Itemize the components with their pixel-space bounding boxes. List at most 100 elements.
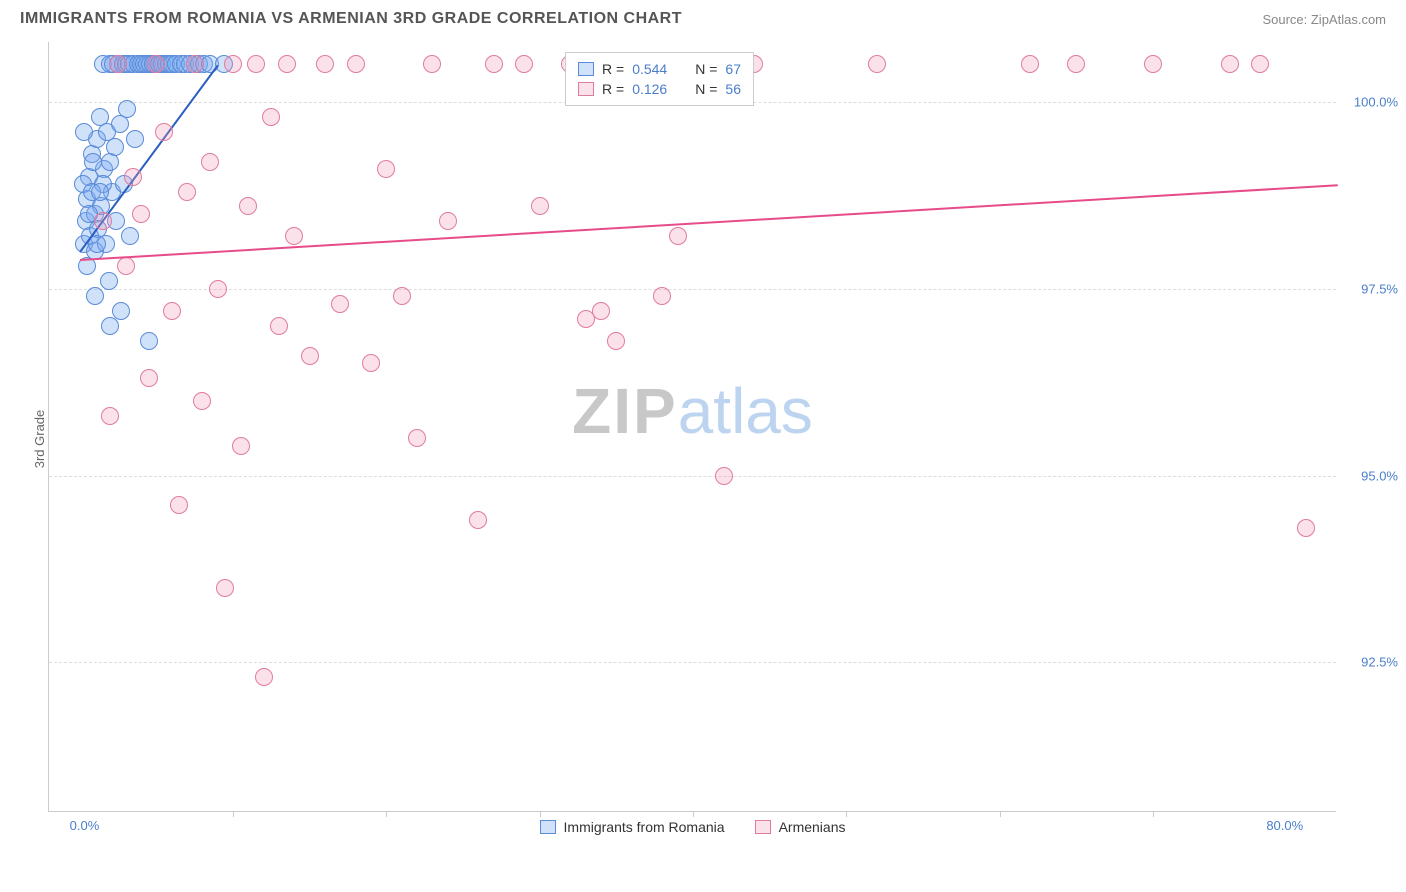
stat-n-value: 67 — [725, 61, 741, 77]
plot-outer: 3rd Grade ZIPatlas 92.5%95.0%97.5%100.0%… — [48, 42, 1388, 836]
data-point — [232, 437, 250, 455]
data-point — [868, 55, 886, 73]
trendline — [80, 184, 1337, 261]
header: IMMIGRANTS FROM ROMANIA VS ARMENIAN 3RD … — [0, 0, 1406, 33]
y-tick-label: 97.5% — [1361, 281, 1398, 296]
data-point — [91, 183, 109, 201]
legend-label: Armenians — [779, 819, 846, 835]
data-point — [485, 55, 503, 73]
data-point — [592, 302, 610, 320]
data-point — [653, 287, 671, 305]
x-tick-mark — [540, 811, 541, 817]
legend-swatch — [578, 82, 594, 96]
stat-r-label: R = — [602, 81, 624, 97]
y-tick-label: 95.0% — [1361, 468, 1398, 483]
data-point — [163, 302, 181, 320]
data-point — [126, 130, 144, 148]
data-point — [186, 55, 204, 73]
data-point — [101, 317, 119, 335]
data-point — [408, 429, 426, 447]
y-axis-label: 3rd Grade — [32, 410, 47, 469]
data-point — [362, 354, 380, 372]
watermark: ZIPatlas — [572, 374, 813, 448]
stat-n-value: 56 — [725, 81, 741, 97]
data-point — [121, 227, 139, 245]
x-tick-mark — [1000, 811, 1001, 817]
data-point — [531, 197, 549, 215]
data-point — [278, 55, 296, 73]
x-tick-label: 0.0% — [70, 818, 100, 833]
x-tick-label: 80.0% — [1266, 818, 1303, 833]
legend-label: Immigrants from Romania — [564, 819, 725, 835]
stat-n-label: N = — [695, 61, 717, 77]
data-point — [439, 212, 457, 230]
data-point — [247, 55, 265, 73]
data-point — [209, 280, 227, 298]
watermark-atlas: atlas — [678, 375, 813, 447]
x-tick-mark — [386, 811, 387, 817]
data-point — [515, 55, 533, 73]
data-point — [109, 55, 127, 73]
data-point — [393, 287, 411, 305]
stat-r-value: 0.126 — [632, 81, 667, 97]
data-point — [715, 467, 733, 485]
x-tick-mark — [846, 811, 847, 817]
data-point — [347, 55, 365, 73]
data-point — [216, 579, 234, 597]
data-point — [1221, 55, 1239, 73]
data-point — [193, 392, 211, 410]
data-point — [86, 287, 104, 305]
data-point — [255, 668, 273, 686]
data-point — [1144, 55, 1162, 73]
data-point — [140, 332, 158, 350]
legend-item: Armenians — [755, 819, 846, 835]
gridline — [49, 662, 1336, 663]
gridline — [49, 289, 1336, 290]
data-point — [178, 183, 196, 201]
data-point — [117, 257, 135, 275]
legend-swatch — [540, 820, 556, 834]
chart-title: IMMIGRANTS FROM ROMANIA VS ARMENIAN 3RD … — [20, 10, 682, 28]
legend-swatch — [578, 62, 594, 76]
data-point — [270, 317, 288, 335]
data-point — [124, 168, 142, 186]
legend-swatch — [755, 820, 771, 834]
y-tick-label: 92.5% — [1361, 655, 1398, 670]
watermark-zip: ZIP — [572, 375, 678, 447]
y-tick-label: 100.0% — [1354, 94, 1398, 109]
data-point — [301, 347, 319, 365]
data-point — [106, 138, 124, 156]
data-point — [132, 205, 150, 223]
data-point — [101, 407, 119, 425]
data-point — [100, 272, 118, 290]
source-label: Source: ZipAtlas.com — [1262, 12, 1386, 27]
data-point — [607, 332, 625, 350]
chart-container: IMMIGRANTS FROM ROMANIA VS ARMENIAN 3RD … — [0, 0, 1406, 892]
data-point — [316, 55, 334, 73]
stat-r-label: R = — [602, 61, 624, 77]
data-point — [1021, 55, 1039, 73]
data-point — [170, 496, 188, 514]
data-point — [669, 227, 687, 245]
data-point — [1297, 519, 1315, 537]
data-point — [75, 123, 93, 141]
data-point — [94, 212, 112, 230]
data-point — [469, 511, 487, 529]
data-point — [140, 369, 158, 387]
stat-r-value: 0.544 — [632, 61, 667, 77]
x-tick-mark — [233, 811, 234, 817]
data-point — [331, 295, 349, 313]
x-tick-mark — [1153, 811, 1154, 817]
data-point — [1067, 55, 1085, 73]
stats-row: R = 0.544 N = 67 — [578, 59, 741, 79]
data-point — [377, 160, 395, 178]
stats-row: R = 0.126 N = 56 — [578, 79, 741, 99]
data-point — [285, 227, 303, 245]
stat-n-label: N = — [695, 81, 717, 97]
plot-area: ZIPatlas 92.5%95.0%97.5%100.0%0.0%80.0%R… — [48, 42, 1336, 812]
bottom-legend: Immigrants from Romania Armenians — [540, 819, 846, 835]
data-point — [224, 55, 242, 73]
data-point — [201, 153, 219, 171]
data-point — [155, 123, 173, 141]
x-tick-mark — [693, 811, 694, 817]
